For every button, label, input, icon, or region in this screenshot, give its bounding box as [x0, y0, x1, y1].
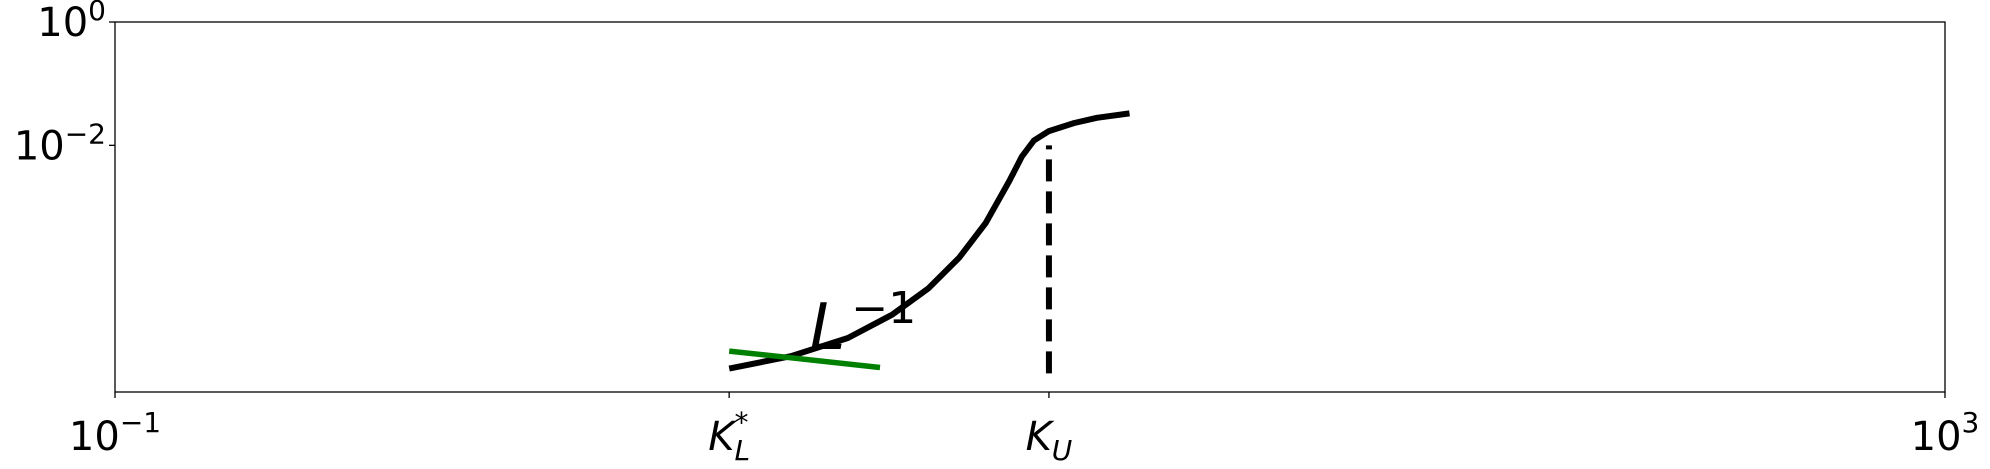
tick-label-part: −1: [851, 283, 916, 334]
tick-label-part: U: [1052, 434, 1073, 467]
tick-label-part: 3: [1962, 406, 1980, 439]
series-line-0: [728, 110, 1130, 372]
tick-label-part: 10: [37, 0, 88, 46]
series-layer: [728, 110, 1130, 374]
tick-label-part: K: [708, 414, 737, 460]
y-tick-label-1: 10−2: [14, 117, 106, 169]
tick-label-part: −1: [120, 406, 161, 439]
tick-label-part: K: [1026, 414, 1055, 460]
tick-label-part: −2: [65, 117, 106, 150]
tick-label-part: 10: [69, 414, 120, 460]
tick-label-part: L: [810, 291, 846, 365]
plot-frame: [114, 21, 1946, 393]
annotations: L −1: [810, 283, 917, 365]
x-tick-label-3: 103: [1911, 406, 1980, 460]
tick-label-part: *: [734, 406, 748, 439]
slope-annotation: L −1: [810, 283, 917, 365]
tick-label-part: 0: [88, 0, 106, 27]
x-tick-label-2: KU: [1026, 414, 1073, 467]
tick-label-part: L: [734, 434, 750, 467]
series-line-1: [728, 348, 881, 371]
y-tick-label-0: 100: [37, 0, 106, 46]
tick-label-part: 10: [14, 123, 65, 169]
x-tick-label-0: 10−1: [69, 406, 161, 460]
x-tick-label-1: K* L: [708, 406, 750, 467]
axis-ticks: [109, 21, 1946, 398]
tick-label-part: 10: [1911, 414, 1962, 460]
